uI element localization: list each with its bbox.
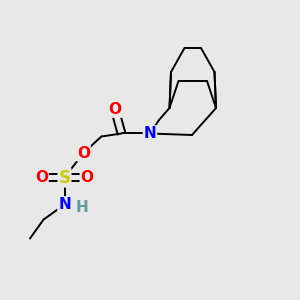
- Text: O: O: [80, 170, 94, 185]
- Text: O: O: [108, 102, 122, 117]
- Text: H: H: [76, 200, 88, 214]
- Text: O: O: [35, 170, 48, 185]
- Text: N: N: [58, 197, 71, 212]
- Text: N: N: [144, 126, 156, 141]
- Text: O: O: [77, 146, 90, 160]
- Text: S: S: [58, 169, 70, 187]
